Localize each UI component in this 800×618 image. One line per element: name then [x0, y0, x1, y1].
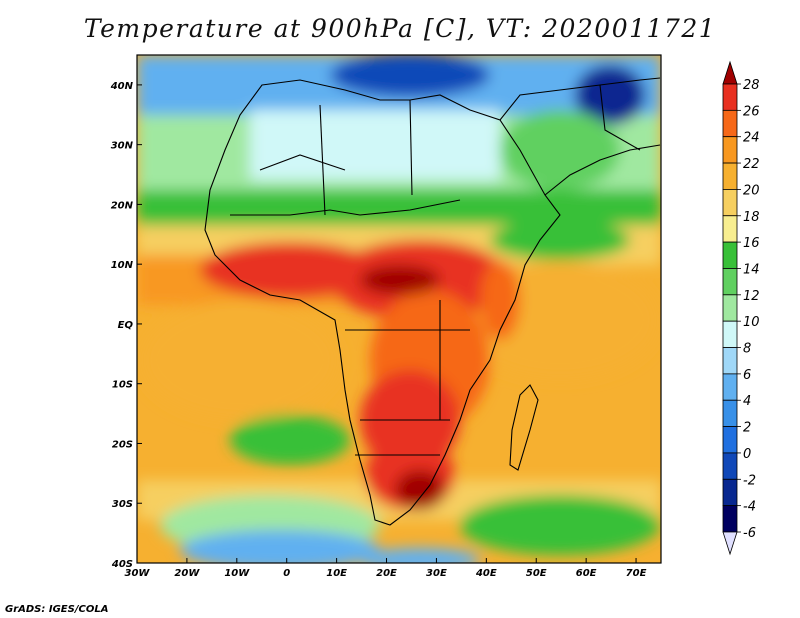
colorbar-label: -4 — [743, 500, 756, 515]
colorbar-swatch — [722, 268, 738, 296]
lon-tick-label: 70E — [626, 568, 647, 579]
lat-tick-label: 20N — [111, 200, 134, 211]
lon-tick-label: 30W — [125, 568, 151, 579]
lat-tick-label: 40S — [111, 559, 133, 570]
colorbar-label: 18 — [743, 210, 760, 225]
lat-tick-label: 30N — [111, 141, 134, 152]
colorbar-label: 26 — [743, 104, 760, 119]
lon-tick-label: 20E — [376, 568, 397, 579]
lon-tick-label: 0 — [283, 568, 290, 579]
lat-tick-label: 20S — [112, 439, 133, 450]
colorbar-swatch — [722, 162, 738, 190]
lat-tick-label: EQ — [118, 320, 134, 331]
temperature-field — [137, 55, 661, 563]
colorbar-min-arrow — [722, 531, 738, 556]
lat-tick-label: 40N — [110, 81, 134, 92]
colorbar-label: 20 — [743, 183, 760, 198]
colorbar-swatch — [722, 215, 738, 243]
lon-tick-label: 60E — [576, 568, 597, 579]
lon-tick-label: 50E — [526, 568, 547, 579]
lat-tick-label: 30S — [112, 499, 133, 510]
colorbar-swatch — [722, 478, 738, 507]
lon-tick-label: 30E — [426, 568, 447, 579]
colorbar-swatch — [722, 373, 738, 401]
lon-tick-label: 20W — [174, 568, 200, 579]
colorbar-label: 4 — [743, 394, 751, 409]
colorbar-swatch — [722, 83, 738, 111]
lon-tick-label: 40E — [475, 568, 497, 579]
colorbar-label: 24 — [743, 131, 760, 146]
colorbar-label: 22 — [743, 157, 760, 172]
plot-title: Temperature at 900hPa [C], VT: 202001172… — [83, 14, 717, 43]
credit-text: GrADS: IGES/COLA — [5, 604, 109, 615]
colorbar-label: 6 — [743, 368, 751, 383]
coastlines — [204, 77, 661, 526]
colorbar-label: 14 — [743, 262, 760, 277]
map-frame — [136, 54, 662, 564]
colorbar-swatch — [722, 320, 738, 348]
colorbar-swatch — [722, 189, 738, 217]
lat-tick-label: 10S — [112, 380, 133, 391]
lat-tick-label: 10N — [111, 260, 134, 271]
colorbar-label: 12 — [743, 289, 760, 304]
colorbar-label: 8 — [743, 342, 751, 357]
colorbar-label: -2 — [743, 473, 756, 488]
colorbar-label: 2 — [743, 421, 751, 436]
lat-axis: 40N 30N 20N 10N EQ 10S 20S 30S 40S — [110, 81, 142, 570]
lon-axis: 30W 20W 10W 0 10E 20E 30E 40E 50E 60E 70E — [125, 558, 647, 579]
colorbar-max-arrow — [722, 60, 738, 85]
colorbar-swatch — [722, 294, 738, 322]
colorbar-swatch — [722, 109, 738, 138]
colorbar-swatch — [722, 426, 738, 454]
colorbar-swatch — [722, 136, 738, 164]
colorbar-label: 28 — [743, 78, 760, 93]
colorbar-label: 16 — [743, 236, 760, 251]
lon-tick-label: 10E — [326, 568, 347, 579]
colorbar-swatch — [722, 347, 738, 375]
colorbar-swatch — [722, 399, 738, 427]
colorbar-swatch — [722, 505, 738, 533]
lon-tick-label: 10W — [224, 568, 250, 579]
colorbar-swatch — [722, 452, 738, 480]
colorbar-swatch — [722, 241, 738, 269]
colorbar-label: -6 — [743, 526, 756, 541]
colorbar-label: 0 — [743, 447, 751, 462]
colorbar-label: 10 — [743, 315, 760, 330]
